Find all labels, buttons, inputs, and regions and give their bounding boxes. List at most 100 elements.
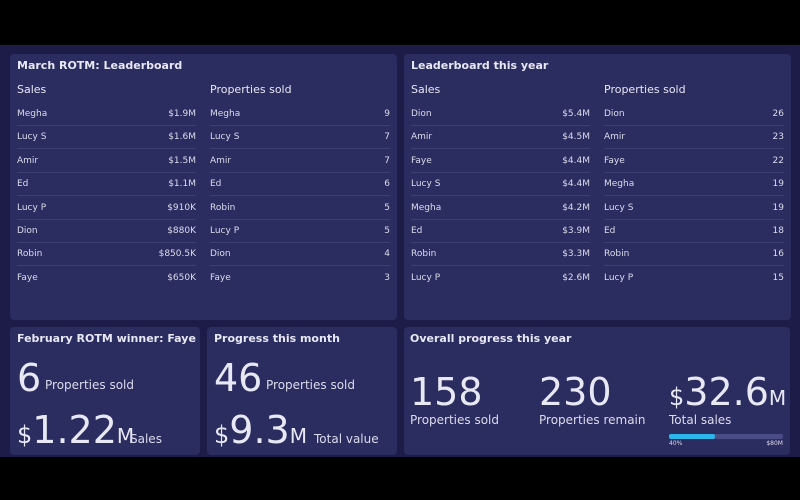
row-name: Dion — [17, 226, 38, 236]
row-name: Faye — [411, 155, 432, 166]
row-divider — [17, 218, 196, 220]
row-divider — [604, 242, 784, 243]
row-name: Lucy S — [604, 202, 634, 213]
row-divider — [17, 242, 196, 243]
row-name: Lucy S — [411, 179, 441, 190]
row-divider — [411, 218, 590, 220]
row-divider — [210, 125, 390, 126]
row-name: Megha — [604, 179, 635, 190]
row-name: Robin — [17, 249, 43, 260]
row-name: Megha — [411, 202, 442, 213]
row-value: $910K — [167, 202, 196, 213]
row-value: $850.5K — [158, 249, 196, 260]
amount: 1.22 — [32, 408, 117, 452]
stat-panel: Overall progress this year 158 Properties … — [404, 327, 790, 455]
row-divider — [604, 171, 784, 173]
column-heading: Sales — [411, 83, 441, 96]
row-value: 19 — [772, 202, 784, 213]
row-divider — [604, 125, 784, 126]
column-heading: Properties sold — [604, 83, 686, 96]
row-name: Robin — [210, 202, 236, 213]
row-value: $1.5M — [168, 155, 196, 166]
row-name: Amir — [411, 132, 433, 143]
row-value: 18 — [772, 226, 784, 236]
count-label: Properties sold — [45, 378, 135, 392]
amount-label: Total sales — [669, 413, 732, 427]
panel-title: Leaderboard this year — [411, 59, 549, 72]
row-value: 19 — [772, 179, 784, 190]
row-value: $2.6M — [562, 272, 590, 283]
stat-panel: February ROTM winner: Faye 6 Properties so… — [10, 327, 200, 455]
row-name: Lucy S — [210, 132, 240, 143]
currency: $ — [214, 421, 230, 449]
row-divider — [17, 265, 196, 267]
row-divider — [210, 218, 390, 220]
sold-label: Properties sold — [410, 413, 500, 427]
row-divider — [411, 171, 590, 173]
row-value: 5 — [384, 202, 390, 213]
panel-title: March ROTM: Leaderboard — [17, 59, 183, 72]
row-name: Dion — [210, 249, 231, 260]
row-name: Megha — [17, 109, 48, 119]
row-name: Lucy P — [210, 226, 240, 236]
row-name: Faye — [210, 272, 231, 283]
target-label: $80M — [766, 440, 783, 447]
leaderboard-panel: March ROTM: Leaderboard Sales Megha $1.9M Lu… — [10, 54, 397, 320]
row-divider — [604, 148, 784, 150]
row-divider — [210, 242, 390, 243]
row-name: Ed — [604, 226, 616, 236]
row-value: $650K — [167, 272, 196, 283]
row-name: Lucy P — [411, 272, 441, 283]
row-name: Dion — [411, 109, 432, 119]
panel-title: Overall progress this year — [410, 332, 572, 345]
row-value: $4.4M — [562, 179, 590, 190]
row-value: $4.4M — [562, 155, 590, 166]
row-divider — [604, 195, 784, 197]
panel-title: Progress this month — [214, 332, 340, 345]
row-value: $1.6M — [168, 132, 196, 143]
row-value: 15 — [772, 272, 784, 283]
row-value: 6 — [384, 179, 390, 190]
row-divider — [17, 171, 196, 173]
row-divider — [17, 125, 196, 126]
dashboard: March ROTM: Leaderboard Sales Megha $1.9M Lu… — [0, 45, 800, 457]
row-value: 5 — [384, 226, 390, 236]
row-name: Amir — [604, 132, 626, 143]
remain-label: Properties remain — [539, 413, 646, 427]
row-value: $3.3M — [562, 249, 590, 260]
row-divider — [604, 218, 784, 220]
remain-value: 230 — [539, 370, 612, 414]
leaderboard-panel: Leaderboard this year Sales Dion $5.4M Amir $… — [404, 54, 791, 320]
count-label: Properties sold — [266, 378, 356, 392]
row-value: 9 — [384, 109, 390, 119]
currency: $ — [669, 383, 685, 411]
stat-panel: Progress this month 46 Properties sold $9.3… — [207, 327, 397, 455]
progress-track — [669, 434, 783, 439]
row-value: $1.9M — [168, 109, 196, 119]
currency: $ — [17, 421, 33, 449]
row-name: Dion — [604, 109, 625, 119]
row-name: Faye — [604, 155, 625, 166]
row-name: Megha — [210, 109, 241, 119]
row-value: $4.5M — [562, 132, 590, 143]
progress-fill — [669, 434, 715, 439]
row-value: $4.2M — [562, 202, 590, 213]
row-name: Lucy P — [17, 202, 47, 213]
row-name: Ed — [411, 226, 423, 236]
row-value: $5.4M — [562, 109, 590, 119]
unit: M — [289, 424, 307, 448]
row-name: Ed — [210, 179, 222, 190]
row-name: Faye — [17, 272, 38, 283]
row-value: 22 — [772, 155, 784, 166]
row-divider — [411, 148, 590, 150]
row-value: 16 — [772, 249, 784, 260]
row-name: Amir — [210, 155, 232, 166]
row-divider — [17, 195, 196, 197]
row-divider — [210, 171, 390, 173]
row-divider — [17, 148, 196, 150]
row-value: $3.9M — [562, 226, 590, 236]
row-value: 26 — [772, 109, 784, 119]
panel-title: February ROTM winner: Faye — [17, 332, 196, 345]
row-value: $1.1M — [168, 179, 196, 190]
